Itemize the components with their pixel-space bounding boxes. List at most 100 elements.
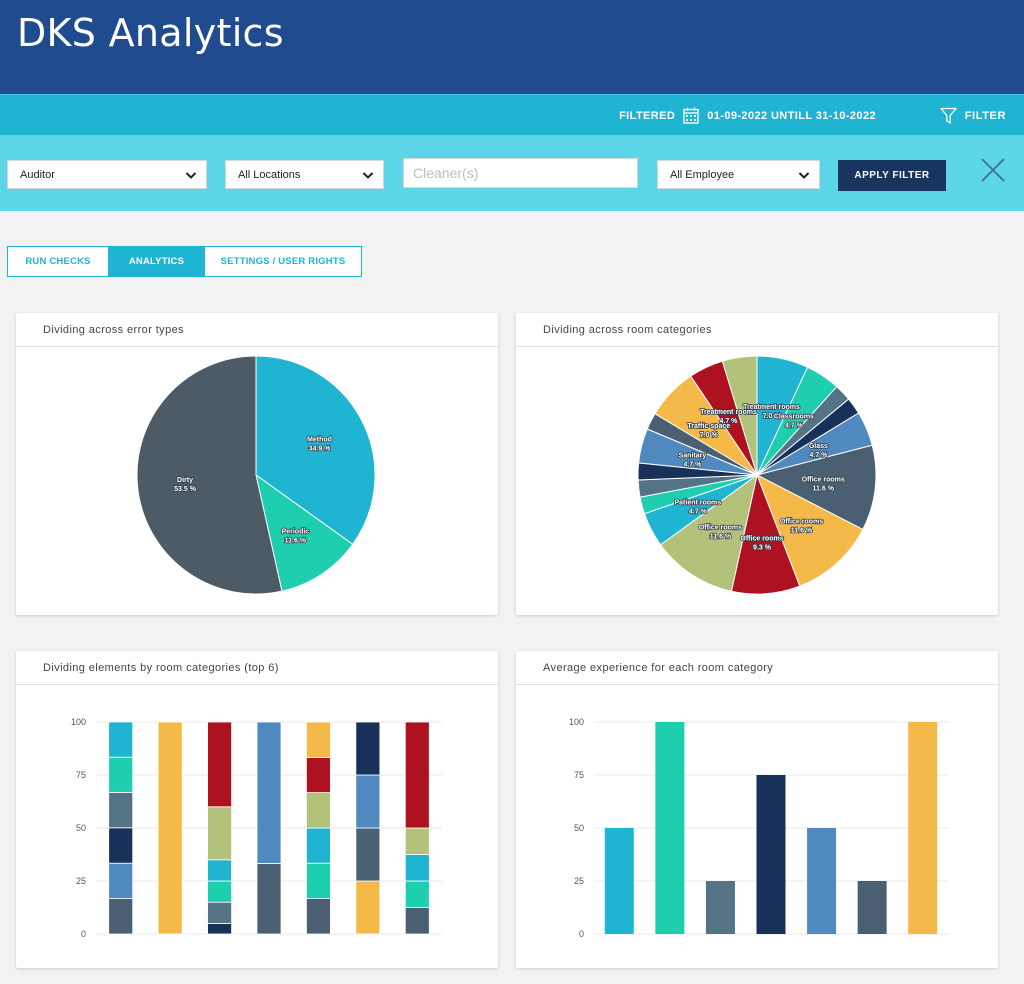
location-select-value: All Locations: [238, 168, 301, 181]
pie-label-traffic-space-15: Traffic space: [687, 423, 730, 430]
date-range: 01-09-2022 UNTILL 31-10-2022: [707, 109, 876, 122]
pie-slice-office-rooms-8: [659, 473, 758, 592]
pie-value-method-0: 34.9 %: [309, 445, 332, 452]
bar-7-segment-3: [404, 854, 430, 882]
y-tick-label: 75: [76, 770, 86, 780]
pie-value-traffic-space-15: 7.0 %: [700, 432, 719, 439]
bar-7-segment-2: [404, 880, 430, 908]
tab-settings-user-rights[interactable]: SETTINGS / USER RIGHTS: [204, 247, 361, 276]
error-types-card: Dividing across error types Method 34.9 %…: [16, 313, 498, 615]
apply-filter-button[interactable]: APPLY FILTER: [838, 160, 946, 191]
pie-label-office-rooms-7: Office rooms: [740, 535, 783, 542]
bar-6-segment-2: [355, 827, 381, 882]
pie-label-dirty-2: Dirty: [177, 477, 193, 484]
bar-3-segment-1: [207, 922, 232, 935]
error-types-pie-chart: Method 34.9 % Periodic 11.6 % Dirty 53.5 %: [136, 355, 376, 595]
pie-value-periodic-1: 11.6 %: [285, 538, 307, 545]
y-tick-label: 100: [71, 717, 86, 727]
bar-3-segment-4: [207, 859, 232, 882]
bar-7-segment-4: [404, 827, 430, 855]
bar-6-segment-4: [355, 721, 381, 776]
bar-1-segment-2: [108, 862, 134, 899]
bar-4-segment-1: [256, 863, 282, 935]
room-categories-card: Dividing across room categories Treatmen…: [516, 313, 998, 615]
tab-run-checks[interactable]: RUN CHECKS: [8, 247, 109, 276]
bar-6-segment-3: [355, 774, 381, 829]
y-tick-label: 50: [574, 823, 584, 833]
pie-label-sanitary-13: Sanitary: [679, 453, 707, 460]
bar-6: [857, 881, 887, 934]
tab-analytics[interactable]: ANALYTICS: [109, 247, 204, 276]
bar-3-segment-5: [207, 806, 232, 861]
location-select[interactable]: All Locations: [225, 160, 384, 189]
y-tick-label: 25: [76, 876, 86, 886]
elements-by-room-card: Dividing elements by room categories (to…: [16, 651, 498, 968]
bar-3-segment-3: [207, 880, 232, 903]
bar-5-segment-4: [306, 792, 331, 829]
pie-slice-office-rooms-5: [755, 444, 877, 531]
bar-5-segment-1: [306, 898, 331, 935]
pie-label-treatment-rooms-16: Treatment rooms: [700, 409, 757, 416]
room-categories-title: Dividing across room categories: [516, 313, 998, 347]
bar-3-segment-6: [207, 721, 232, 808]
close-icon[interactable]: [980, 157, 1006, 183]
bar-3-segment-2: [207, 901, 232, 924]
cleaner-input[interactable]: [403, 158, 638, 188]
pie-value-office-rooms-8: 11.6 %: [710, 534, 732, 541]
bar-1-segment-3: [108, 827, 134, 864]
pie-slice-dirty-2: [136, 355, 283, 595]
main-tabs: RUN CHECKS ANALYTICS SETTINGS / USER RIG…: [7, 246, 362, 277]
filtered-label: FILTERED: [619, 109, 676, 122]
bar-5-segment-2: [306, 862, 331, 899]
pie-label-classrooms-1: Classrooms: [774, 414, 814, 421]
pie-value-sanitary-13: 4.7 %: [683, 462, 702, 469]
bar-4: [756, 775, 786, 934]
employee-select[interactable]: All Employee: [657, 160, 820, 189]
pie-label-patient-rooms-9: Patient rooms: [675, 500, 722, 507]
y-tick-label: 0: [579, 929, 584, 939]
pie-value-dirty-2: 53.5 %: [174, 486, 197, 493]
auditor-select-value: Auditor: [20, 168, 55, 181]
pie-value-office-rooms-6: 11.6 %: [791, 528, 813, 535]
pie-slice-unlabeled-17: [721, 355, 758, 476]
pie-label-office-rooms-8: Office rooms: [699, 525, 742, 532]
pie-value-office-rooms-5: 11.6 %: [813, 485, 835, 492]
bar-5-segment-5: [306, 757, 331, 793]
pie-slice-office-rooms-6: [756, 473, 864, 587]
y-tick-label: 50: [76, 823, 86, 833]
chevron-down-icon: [185, 172, 197, 179]
y-tick-label: 0: [81, 929, 86, 939]
chevron-down-icon: [362, 172, 374, 179]
average-experience-card: Average experience for each room categor…: [516, 651, 998, 968]
bar-5: [807, 828, 837, 934]
pie-value-treatment-rooms-0: 7.0 %: [763, 413, 782, 420]
calendar-icon: [683, 107, 699, 124]
bar-6-segment-1: [355, 880, 381, 935]
auditor-select[interactable]: Auditor: [7, 160, 207, 189]
pie-label-office-rooms-6: Office rooms: [780, 519, 823, 526]
pie-label-method-0: Method: [307, 436, 332, 443]
filtered-info: FILTERED 01-09-2022 UNTILL 31-10-2022: [619, 95, 876, 136]
app-title: DKS Analytics: [17, 11, 284, 55]
app-header: DKS Analytics: [0, 0, 1024, 94]
error-types-title: Dividing across error types: [16, 313, 498, 347]
bar-7: [908, 722, 938, 934]
bar-5-segment-6: [306, 721, 331, 758]
bar-7-segment-1: [404, 907, 430, 935]
filter-panel: Auditor All Locations All Employee APPLY…: [0, 135, 1024, 211]
bar-1-segment-5: [108, 756, 134, 793]
pie-slice-method-0: [255, 355, 376, 546]
pie-value-treatment-rooms-16: 4.7 %: [720, 418, 739, 425]
pie-label-glass-4: Glass: [809, 443, 828, 450]
bar-5-segment-3: [306, 827, 331, 864]
y-tick-label: 100: [569, 717, 584, 727]
y-tick-label: 25: [574, 876, 584, 886]
pie-value-classrooms-1: 4.7 %: [785, 423, 804, 430]
pie-label-office-rooms-5: Office rooms: [802, 476, 845, 483]
pie-slice-periodic-1: [255, 473, 354, 592]
bar-1-segment-6: [108, 721, 134, 758]
y-tick-label: 75: [574, 770, 584, 780]
chevron-down-icon: [798, 172, 810, 179]
filter-toggle-button[interactable]: FILTER: [940, 95, 1006, 136]
